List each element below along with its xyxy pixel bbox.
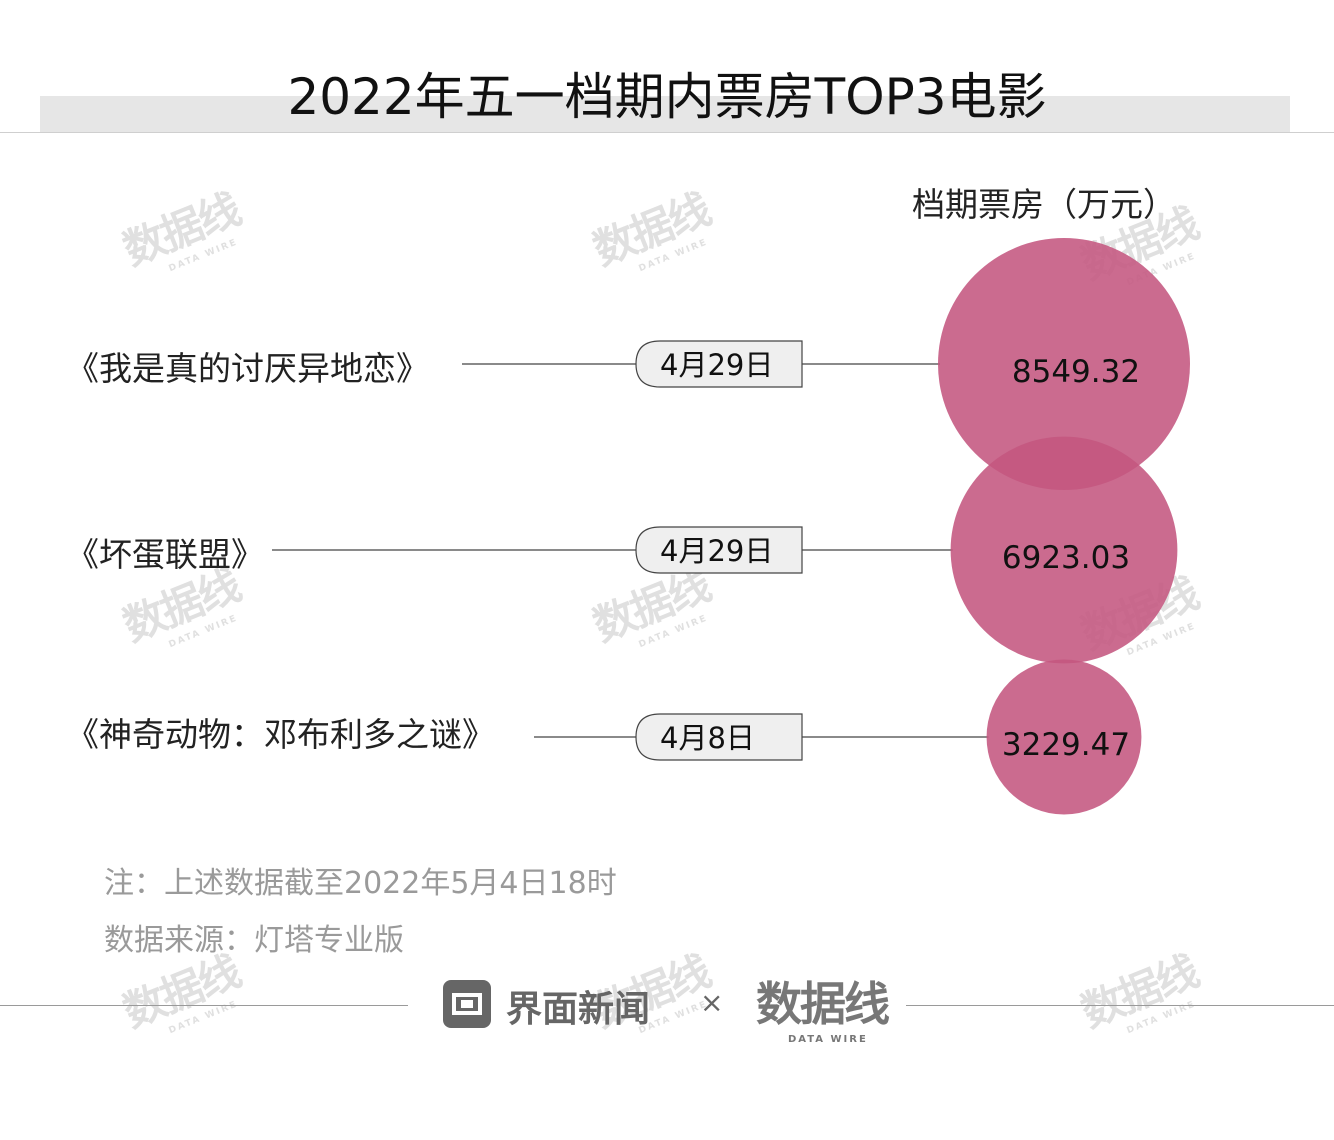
footer-divider-left — [0, 1005, 408, 1006]
value-bubble — [950, 436, 1178, 664]
movie-name: 《神奇动物：邓布利多之谜》 — [66, 715, 495, 754]
release-date-label: 4月29日 — [660, 348, 773, 382]
date-tag — [635, 340, 803, 388]
value-bubble — [938, 238, 1190, 490]
date-tags: 4月29日 4月29日 4月8日 — [635, 340, 803, 761]
movie-name: 《我是真的讨厌异地恋》 — [66, 349, 429, 388]
release-date-label: 4月8日 — [660, 721, 755, 755]
value-label: 6923.03 — [1002, 540, 1130, 576]
date-tag — [635, 526, 803, 574]
bubbles — [938, 238, 1190, 815]
datawire-logo: 数据线 — [756, 977, 890, 1031]
movie-name: 《坏蛋联盟》 — [66, 535, 264, 574]
connector-lines — [272, 363, 989, 738]
footer-brand: 界面新闻 — [506, 989, 651, 1030]
title-rule — [0, 132, 1334, 133]
jiemian-logo-icon — [443, 980, 491, 1028]
footer-divider-right — [906, 1005, 1334, 1006]
data-note: 注：上述数据截至2022年5月4日18时 — [104, 866, 617, 901]
chart-title: 2022年五一档期内票房TOP3电影 — [287, 68, 1047, 126]
value-axis-label: 档期票房（万元） — [912, 185, 1176, 224]
value-labels: 8549.32 6923.03 3229.47 — [1002, 354, 1140, 763]
release-date-label: 4月29日 — [660, 534, 773, 568]
value-label: 8549.32 — [1012, 354, 1140, 390]
footer-times: × — [700, 986, 724, 1019]
datawire-logo-sub: DATA WIRE — [788, 1034, 868, 1045]
value-label: 3229.47 — [1002, 727, 1130, 763]
value-bubble — [986, 659, 1142, 815]
date-tag — [635, 713, 803, 761]
data-source: 数据来源：灯塔专业版 — [104, 923, 404, 958]
title-band — [40, 96, 1290, 132]
